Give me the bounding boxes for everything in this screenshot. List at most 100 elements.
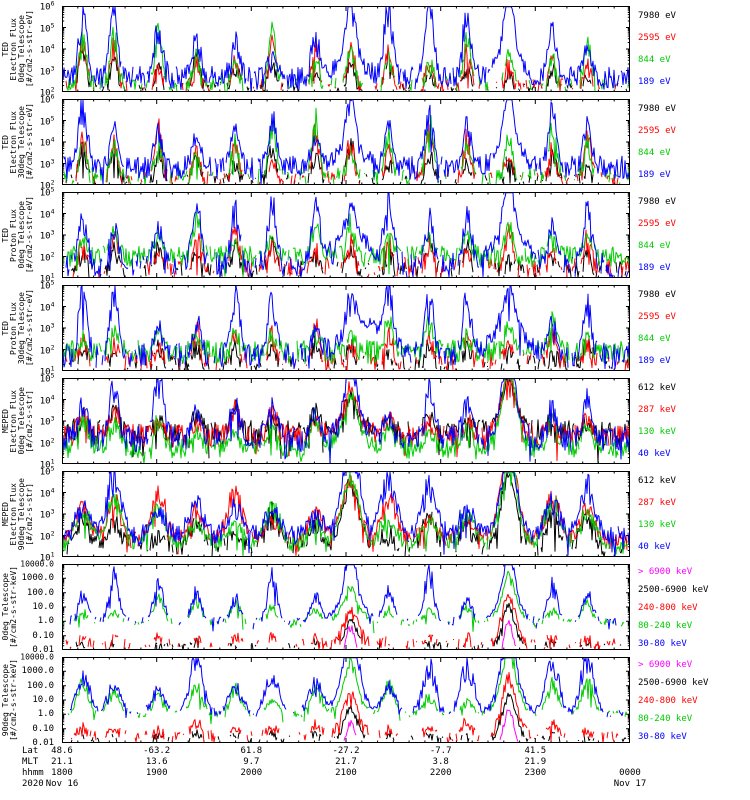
legend-label: 30-80 keV — [638, 732, 687, 742]
legend-label: 2595 eV — [638, 33, 676, 43]
legend-label: 7980 eV — [638, 104, 676, 114]
y-tick-label: 103 — [39, 321, 55, 335]
time-tick-label: 1800 — [51, 768, 73, 778]
y-tick-label: 1.0 — [37, 616, 54, 627]
y-tick-label: 105 — [39, 21, 55, 34]
legend-label: 2500-6900 keV — [638, 585, 709, 595]
lat-value: 61.8 — [240, 746, 263, 756]
panel-plot — [62, 99, 630, 185]
legend-label: 287 keV — [638, 405, 676, 415]
y-tick-label: 1000.0 — [21, 666, 54, 677]
panel-yticks: 105 104 103 102 101 — [0, 465, 58, 564]
y-tick-label: 104 — [39, 135, 55, 149]
panel-legend: 7980 eV 2595 eV 844 eV 189 eV — [636, 285, 750, 371]
lat-value: -27.2 — [332, 746, 360, 756]
legend-label: 844 eV — [638, 241, 671, 251]
y-tick-label: 0.01 — [32, 645, 54, 655]
panel-plot — [62, 378, 630, 464]
lat-value: 48.6 — [51, 746, 73, 756]
y-tick-label: 100.0 — [26, 680, 54, 691]
panel-legend: 7980 eV 2595 eV 844 eV 189 eV — [636, 6, 750, 92]
lat-row-label: Lat — [22, 746, 39, 756]
panel-legend: 7980 eV 2595 eV 844 eV 189 eV — [636, 99, 750, 185]
time-tick-label: 2300 — [524, 768, 547, 778]
y-tick-label: 10000.0 — [20, 559, 54, 569]
legend-label: 189 eV — [638, 356, 671, 366]
mlt-value: 21.7 — [335, 757, 357, 767]
legend-label: 80-240 keV — [638, 714, 693, 724]
y-tick-label: 101 — [39, 457, 55, 471]
legend-label: 287 keV — [638, 498, 676, 508]
legend-label: 130 keV — [638, 427, 676, 437]
panel-ted-electron-0deg: TED Electron Flux 0deg Telescope [#/cm2-s-s… — [0, 0, 750, 99]
panel-plot — [62, 471, 630, 557]
y-tick-label: 104 — [39, 393, 55, 406]
legend-label: 40 keV — [638, 449, 671, 459]
y-tick-label: 104 — [39, 42, 55, 56]
lat-value: -63.2 — [143, 746, 171, 756]
time-tick-label: 1900 — [145, 768, 168, 778]
mlt-value: 3.8 — [432, 757, 449, 767]
panel-plot — [62, 192, 630, 278]
panel-yticks: 106 105 104 103 102 — [0, 93, 58, 192]
y-tick-label: 105 — [39, 185, 55, 199]
time-tick-label: 2100 — [335, 768, 357, 778]
y-tick-label: 0.10 — [32, 630, 54, 641]
panel-ted-proton-0deg: TED Proton Flux 0deg Telescope [#/cm2-s-str… — [0, 186, 750, 285]
legend-label: 844 eV — [638, 148, 671, 158]
panel-yticks: 10000.0 1000.0 100.0 10.0 1.0 0.10 0.01 — [0, 653, 58, 749]
legend-label: 40 keV — [638, 542, 671, 552]
y-tick-label: 103 — [39, 64, 55, 77]
legend-label: 2595 eV — [638, 126, 676, 136]
lat-value: 41.5 — [524, 746, 547, 756]
y-tick-label: 100.0 — [26, 587, 54, 598]
mlt-value: 21.9 — [524, 757, 547, 767]
legend-label: 612 keV — [638, 383, 676, 393]
y-tick-label: 102 — [39, 436, 55, 449]
panel-legend: 612 keV 287 keV 130 keV 40 keV — [636, 378, 750, 464]
y-tick-label: 105 — [39, 278, 55, 292]
y-tick-label: 106 — [39, 0, 55, 13]
y-tick-label: 101 — [39, 271, 55, 285]
y-tick-label: 102 — [39, 343, 55, 356]
panel-plot — [62, 6, 630, 92]
time-tick-label: 2200 — [429, 768, 452, 778]
time-tick-label: 2000 — [240, 768, 263, 778]
y-tick-label: 0.01 — [32, 738, 54, 748]
legend-label: 189 eV — [638, 77, 671, 87]
panel-plot — [62, 564, 630, 650]
y-tick-label: 103 — [39, 414, 55, 428]
mlt-value: 13.6 — [145, 757, 168, 767]
y-tick-label: 1000.0 — [21, 573, 54, 584]
legend-label: 80-240 keV — [638, 621, 693, 631]
panel-ted-electron-30deg: TED Electron Flux 30deg Telescope [#/cm2-s-… — [0, 93, 750, 192]
y-tick-label: 101 — [39, 550, 55, 564]
legend-label: 189 eV — [638, 263, 671, 273]
legend-label: 240-800 keV — [638, 696, 698, 706]
legend-label: 844 eV — [638, 334, 671, 344]
panel-yticks: 10000.0 1000.0 100.0 10.0 1.0 0.10 0.01 — [0, 560, 58, 656]
legend-label: 2500-6900 keV — [638, 678, 709, 688]
date-left-label: Nov 16 — [45, 779, 79, 789]
panel-legend: > 6900 keV 2500-6900 keV 240-800 keV 80-240… — [636, 564, 750, 650]
y-tick-label: 104 — [39, 207, 55, 220]
panel-yticks: 105 104 103 102 101 — [0, 186, 58, 285]
panel-plot — [62, 657, 630, 743]
date-row: 2020 Nov 16 Nov 17 — [0, 779, 750, 790]
y-tick-label: 106 — [39, 92, 55, 106]
legend-label: 2595 eV — [638, 312, 676, 322]
panel-yticks: 105 104 103 102 101 — [0, 279, 58, 378]
y-tick-label: 103 — [39, 507, 55, 521]
date-right-label: Nov 17 — [613, 779, 647, 789]
legend-label: 2595 eV — [638, 219, 676, 229]
lat-value: -7.7 — [429, 746, 452, 756]
panel-legend: 612 keV 287 keV 130 keV 40 keV — [636, 471, 750, 557]
panel-meped-proton-90deg: 90deg Telescope [#/cm2-s-str-keV] 10000.0… — [0, 653, 750, 749]
legend-label: 7980 eV — [638, 11, 676, 21]
y-tick-label: 101 — [39, 364, 55, 378]
mlt-row-label: MLT — [22, 757, 39, 767]
y-tick-label: 105 — [39, 114, 55, 127]
y-tick-label: 10.0 — [32, 695, 54, 705]
panel-plot — [62, 285, 630, 371]
